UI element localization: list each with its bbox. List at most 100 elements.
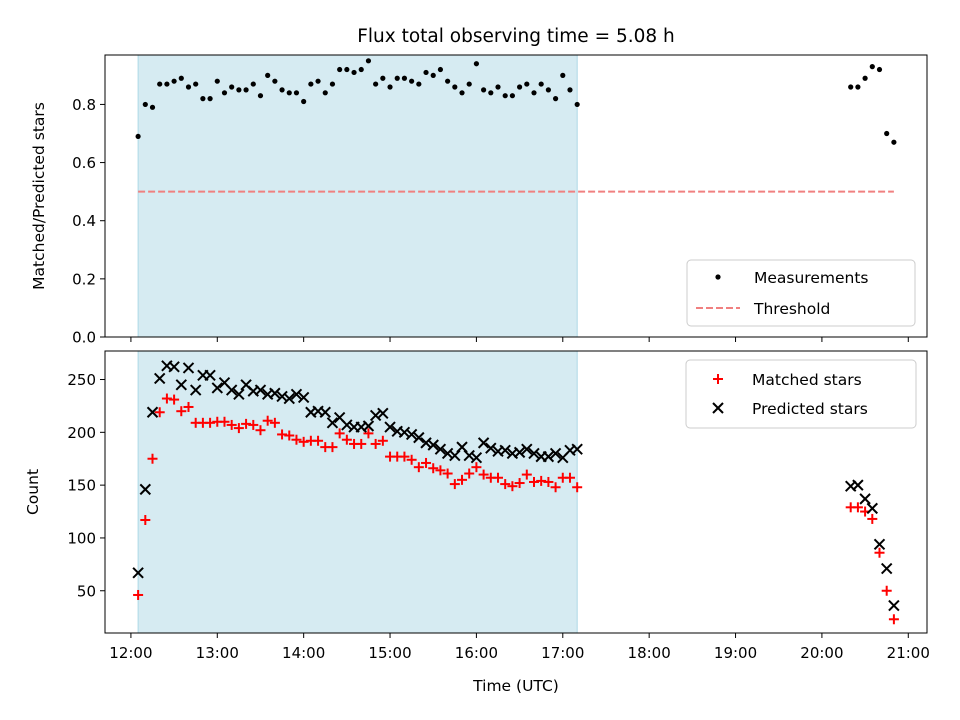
predicted-star-point bbox=[276, 390, 288, 403]
matched-star-point bbox=[457, 474, 468, 485]
matched-star-point bbox=[255, 425, 266, 436]
matched-star-point bbox=[298, 436, 309, 447]
count-x-axis-label: Time (UTC) bbox=[472, 677, 559, 695]
predicted-star-point bbox=[269, 387, 281, 399]
matched-star-point bbox=[248, 419, 259, 430]
matched-star-point bbox=[226, 419, 237, 430]
predicted-star-point bbox=[513, 446, 526, 459]
matched-star-point bbox=[536, 475, 547, 486]
predicted-star-point bbox=[413, 431, 425, 444]
measurement-point bbox=[416, 81, 422, 87]
measurement-point bbox=[214, 78, 220, 84]
predicted-star-point bbox=[571, 443, 583, 455]
measurement-point bbox=[502, 93, 508, 99]
predicted-star-point bbox=[398, 426, 411, 439]
measurement-point bbox=[394, 75, 400, 81]
predicted-star-point bbox=[132, 567, 144, 579]
matched-star-point bbox=[543, 476, 554, 487]
count-y-tick-label: 150 bbox=[67, 477, 96, 495]
matched-star-point bbox=[399, 451, 410, 462]
measurement-point bbox=[445, 78, 451, 84]
measurement-point bbox=[459, 90, 465, 96]
measurement-point bbox=[272, 78, 278, 84]
matched-star-point bbox=[313, 435, 324, 446]
measurement-point bbox=[401, 75, 408, 81]
predicted-star-point bbox=[182, 362, 195, 374]
matched-star-point bbox=[219, 416, 230, 427]
matched-star-point bbox=[334, 428, 345, 439]
measurement-point bbox=[329, 81, 336, 87]
ratio-y-tick-label: 0.4 bbox=[72, 212, 96, 230]
measurement-point bbox=[250, 81, 256, 87]
count-x-tick-label: 18:00 bbox=[628, 644, 671, 662]
predicted-star-point bbox=[290, 388, 303, 401]
measurement-point bbox=[560, 72, 566, 78]
predicted-star-point bbox=[254, 384, 267, 396]
predicted-star-point bbox=[485, 442, 497, 454]
matched-star-point bbox=[133, 589, 144, 600]
measurement-point bbox=[452, 84, 458, 90]
measurement-point bbox=[344, 66, 350, 73]
matched-star-point bbox=[183, 401, 194, 412]
measurement-point bbox=[387, 84, 393, 90]
count-y-tick-label: 250 bbox=[67, 371, 96, 389]
predicted-star-point bbox=[225, 384, 238, 396]
measurement-point bbox=[365, 58, 372, 64]
measurement-point bbox=[884, 130, 890, 137]
measurement-point bbox=[552, 96, 559, 102]
matched-star-point bbox=[507, 481, 518, 492]
measurement-point bbox=[178, 75, 184, 81]
matched-star-point bbox=[291, 434, 302, 445]
matched-star-point bbox=[205, 417, 216, 428]
measurement-point bbox=[207, 96, 213, 102]
measurement-point bbox=[524, 81, 530, 87]
count-x-tick-label: 19:00 bbox=[714, 644, 757, 662]
predicted-star-point bbox=[326, 417, 339, 429]
matched-star-point bbox=[435, 465, 446, 476]
predicted-star-point bbox=[528, 447, 540, 460]
measurement-point bbox=[157, 81, 163, 87]
measurement-point bbox=[437, 66, 444, 73]
predicted-star-point bbox=[139, 483, 152, 496]
count-x-tick-label: 20:00 bbox=[800, 644, 843, 662]
measurement-point bbox=[473, 61, 480, 67]
measurement-point bbox=[862, 75, 868, 81]
predicted-star-point bbox=[153, 372, 166, 385]
matched-star-point bbox=[147, 453, 158, 464]
measurement-point bbox=[567, 87, 573, 93]
matched-star-point bbox=[370, 438, 381, 449]
matched-star-point bbox=[493, 472, 504, 483]
ratio-y-tick-label: 0.6 bbox=[72, 154, 96, 172]
measurement-point bbox=[358, 66, 364, 73]
measurement-point bbox=[531, 90, 537, 96]
matched-star-point bbox=[241, 418, 252, 429]
predicted-star-point bbox=[549, 447, 562, 460]
predicted-star-point bbox=[463, 449, 475, 462]
matched-star-point bbox=[521, 469, 532, 480]
measurement-point bbox=[545, 87, 551, 93]
measurement-point bbox=[373, 81, 379, 87]
ratio-y-tick-label: 0.8 bbox=[72, 96, 96, 114]
measurement-point bbox=[315, 78, 321, 84]
matched-star-point bbox=[867, 513, 878, 524]
count-y-tick-label: 50 bbox=[77, 582, 96, 600]
measurement-point bbox=[221, 90, 228, 96]
measurement-point bbox=[135, 133, 141, 140]
matched-star-point bbox=[269, 417, 280, 428]
measurement-point bbox=[855, 84, 861, 90]
predicted-star-point bbox=[405, 428, 418, 441]
matched-star-point bbox=[471, 462, 482, 473]
measurement-point bbox=[516, 84, 523, 90]
matched-star-point bbox=[881, 585, 892, 596]
measurement-point bbox=[466, 81, 472, 87]
matched-star-point bbox=[154, 407, 165, 418]
count-y-tick-label: 100 bbox=[67, 529, 96, 547]
predicted-star-point bbox=[888, 599, 900, 612]
predicted-star-point bbox=[146, 406, 159, 418]
measurement-point bbox=[171, 78, 177, 84]
measurement-point bbox=[409, 78, 415, 84]
predicted-star-point bbox=[377, 407, 389, 420]
legend-predicted-marker bbox=[712, 402, 724, 414]
predicted-star-point bbox=[427, 439, 439, 451]
